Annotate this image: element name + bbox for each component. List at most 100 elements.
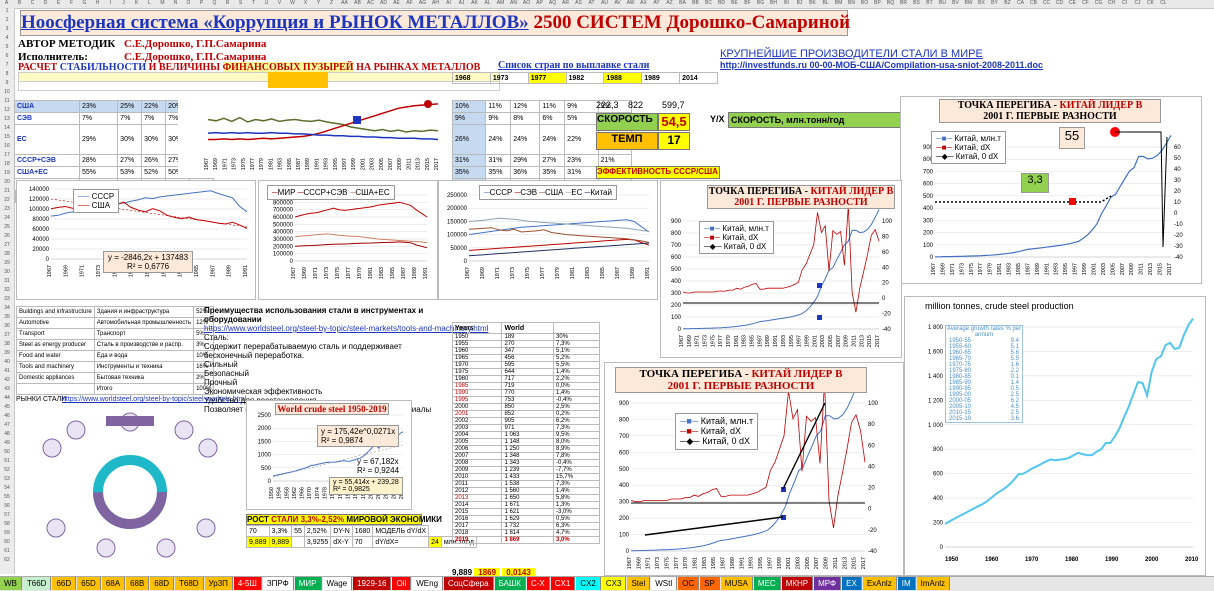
x-tick-label: 1987 <box>401 267 407 279</box>
steel-market-link[interactable]: https://www.worldsteel.org/steel-by-topi… <box>62 396 247 403</box>
y-tick-label: 400000 <box>273 230 294 236</box>
sheet-tab[interactable]: WStl <box>651 577 678 590</box>
y2-tick-label: -10 <box>1174 222 1183 228</box>
x-tick-label: 1995 <box>333 158 339 170</box>
countries-link[interactable]: Список стран по выплавке стали <box>498 60 650 71</box>
advantage-item: Содержит перерабатываемую сталь и поддер… <box>204 342 402 360</box>
x-tick-label: 1977 <box>250 158 256 170</box>
x-tick-label: 2005 <box>828 335 834 347</box>
sheet-tab[interactable]: ImAnlz <box>916 577 951 590</box>
producers-url[interactable]: http://investfunds.ru 00-00-МОБ-США/Comp… <box>720 60 1044 70</box>
x-tick-label: 1987 <box>1025 263 1031 275</box>
advantage-item: Сильный <box>204 360 238 369</box>
x-tick-label: 1967 <box>465 267 471 279</box>
x-tick-label: 1991 <box>645 267 651 279</box>
sheet-tab[interactable]: БАШК <box>494 577 526 590</box>
speed-unit: СКОРОСТЬ, млн.тонн/год <box>728 112 904 128</box>
y-tick-label: 100 <box>671 315 682 321</box>
x-tick-label: 2017 <box>1167 263 1173 275</box>
growth-rate-row: 2015-19 3.6 <box>949 416 1019 422</box>
x-tick-label: 1991 <box>773 335 779 347</box>
sheet-tab[interactable]: CX1 <box>550 577 576 590</box>
br-chart-title: ТОЧКА ПЕРЕГИБА - КИТАЙ ЛИДЕР В 2001 Г. ПЕ… <box>615 367 867 393</box>
sheet-tab[interactable]: Wage <box>322 577 353 590</box>
sheet-tab[interactable]: 1929-16 <box>353 577 392 590</box>
sheet-tab[interactable]: МКНР <box>781 577 814 590</box>
y-tick-label: 0 <box>930 255 934 261</box>
growth-row: 2014 1 671 1,3% <box>451 501 600 509</box>
growth-rates-box: Average growth rates % per annum 1950-55… <box>945 325 1023 423</box>
sheet-tab[interactable]: CX2 <box>576 577 601 590</box>
x-tick-label: 1975 <box>969 263 975 275</box>
sheet-tab[interactable]: CX3 <box>601 577 627 590</box>
sheet-tab[interactable]: 68B <box>126 577 150 590</box>
x-tick-label: 1979 <box>683 557 689 569</box>
sheet-tab[interactable]: 66D <box>52 577 77 590</box>
sheet-tab[interactable]: WEng <box>412 577 444 590</box>
x-tick-label: 1971 <box>80 265 86 277</box>
sector-icon <box>198 438 218 458</box>
sheet-tab[interactable]: SP <box>700 577 720 590</box>
sheet-tab[interactable]: T68D <box>174 577 204 590</box>
series-line <box>468 227 650 243</box>
sheet-tab[interactable]: 68D <box>150 577 174 590</box>
sheet-tab[interactable]: СоцСфера <box>444 577 494 590</box>
x-tick-label: 1999 <box>804 335 810 347</box>
x-tick-label: 1971 <box>313 267 319 279</box>
growth-row: 2003 971 7,3% <box>451 424 600 432</box>
growth-rate-row: 1975-80 2.2 <box>949 368 1019 374</box>
sheet-tab[interactable]: WB <box>0 577 22 590</box>
y-tick-label: 1 400 <box>928 374 944 380</box>
sheet-tab[interactable]: MUSA <box>720 577 753 590</box>
chart1-legend: ── СССР ── США <box>73 189 120 213</box>
sheet-tab[interactable]: ЗПРФ <box>262 577 294 590</box>
x-tick-label: 1979 <box>357 267 363 279</box>
y2-tick-label: -40 <box>868 549 877 555</box>
world-production-chart-panel: 0 200 400 600 800 1 000 1 200 1 400 1 600 1 800 19… <box>904 296 1206 576</box>
y-tick-label: 200000 <box>447 206 468 212</box>
x-tick-label: 1985 <box>390 267 396 279</box>
growth-row: 2019 1 869 3,0% <box>451 536 600 544</box>
marker <box>424 100 432 108</box>
y-tick-label: 200 <box>619 516 630 522</box>
producers-link[interactable]: КРУПНЕЙШИЕ ПРОИЗВОДИТЕЛИ СТАЛИ В МИРЕ <box>720 48 983 60</box>
marker <box>817 315 822 320</box>
title-part2: 2500 СИСТЕМ Дорошко-Самариной <box>533 12 851 33</box>
sheet-tab[interactable]: ExAnlz <box>862 577 897 590</box>
growth-row: 2004 1 063 9,5% <box>451 431 600 439</box>
chart2-legend: ─МИР ─СССР+СЭВ ─США+ЕС <box>267 185 395 200</box>
donut-ring <box>93 455 167 529</box>
sheet-tab[interactable]: 4-5Ш <box>233 577 262 590</box>
advantage-item: Прочный <box>204 378 238 387</box>
sheet-tab[interactable]: T66D <box>22 577 52 590</box>
sheet-tab[interactable]: MEC <box>753 577 781 590</box>
sheet-tab[interactable]: Stel <box>627 577 651 590</box>
growth-row: 1955 270 7,3% <box>451 340 600 348</box>
series-line <box>208 103 439 141</box>
y2-tick-label: 20 <box>868 486 875 492</box>
sheet-tab[interactable]: EX <box>842 577 862 590</box>
sheet-tab[interactable]: 65D <box>77 577 101 590</box>
x-tick-label: 1977 <box>540 267 546 279</box>
y-tick-label: 50000 <box>450 246 467 252</box>
sheet-tab[interactable]: Oil <box>392 577 412 590</box>
growth-row: 1970 595 5,5% <box>451 361 600 369</box>
sheet-tab[interactable]: МРФ <box>814 577 842 590</box>
x-tick-label: 2017 <box>861 557 867 569</box>
advantage-item: Сталь: <box>204 333 229 342</box>
sheet-tab[interactable]: Ур3П <box>204 577 233 590</box>
sheet-tab[interactable]: OC <box>678 577 700 590</box>
sheet-tab[interactable]: IM <box>897 577 916 590</box>
sheet-tab[interactable]: 68A <box>101 577 126 590</box>
page-title[interactable]: Ноосферная система «Коррупция и РЫНОК МЕ… <box>20 10 851 36</box>
growth-row: 1965 456 5,2% <box>451 354 600 362</box>
y-tick-label: 600 <box>923 182 934 188</box>
growth-rate-row: 1990-95 0.5 <box>949 386 1019 392</box>
x-tick-label: 1950 <box>945 557 959 563</box>
sheet-tab[interactable]: C-X <box>526 577 550 590</box>
sheet-tab[interactable]: МИР <box>294 577 322 590</box>
y-tick-label: 0 <box>678 327 682 333</box>
y-tick-label: 200 <box>923 231 934 237</box>
x-tick-label: 1967 <box>204 158 210 170</box>
y-tick-label: 0 <box>626 549 630 555</box>
